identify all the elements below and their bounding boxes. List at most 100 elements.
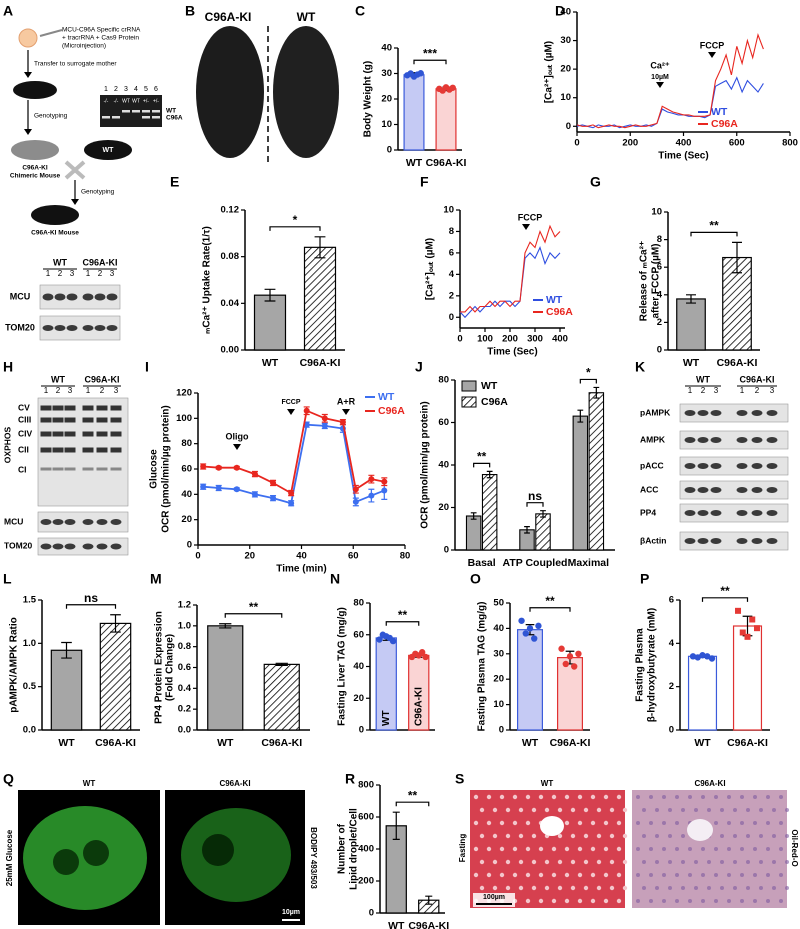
x-tick-label: C96A-KI: [408, 920, 449, 929]
x-tick-label: 600: [729, 138, 745, 149]
data-point: [575, 650, 582, 657]
tissue-texture: [570, 859, 576, 865]
x-tick-label: ATP Coupled: [503, 557, 568, 569]
tissue-texture: [649, 873, 653, 877]
vessel: [540, 816, 564, 836]
genotype-label: +/-: [143, 98, 149, 104]
annotation-arrow: [233, 444, 241, 450]
annotation: FCCP: [700, 40, 725, 50]
panel-letter: F: [420, 174, 429, 190]
significance-label: **: [709, 219, 719, 233]
tissue-texture: [779, 899, 783, 903]
blot-band: [110, 417, 122, 423]
blot-band: [82, 293, 94, 301]
tissue-texture: [531, 833, 537, 839]
annotation-arrow: [287, 409, 295, 415]
blot-band: [82, 325, 94, 331]
tissue-texture: [609, 833, 615, 839]
scale-label: 100µm: [483, 894, 505, 901]
y-tick-label: 0.0: [178, 725, 191, 736]
tissue-texture: [512, 794, 518, 800]
blot-group-label: C96A-KI: [739, 374, 774, 384]
tissue-texture: [779, 821, 783, 825]
tissue-texture: [583, 885, 589, 891]
y-tick-label: 600: [358, 812, 374, 823]
step-text: Genotyping: [81, 189, 115, 196]
tissue-texture: [701, 873, 705, 877]
y-tick-label: 20: [438, 502, 449, 513]
y-axis-label: PP4 Protein Expression: [154, 611, 165, 724]
y-tick-label: 4: [449, 269, 455, 280]
blot-band: [710, 463, 722, 469]
tissue-texture: [753, 899, 757, 903]
tissue-texture: [512, 820, 518, 826]
tissue-texture: [694, 886, 698, 890]
lane-number: 2: [701, 386, 706, 395]
tissue-texture: [675, 821, 679, 825]
y-tick-label: 0.0: [23, 725, 36, 736]
y-tick-label: 0: [187, 540, 192, 551]
blot-band: [697, 487, 709, 493]
tissue-texture: [596, 833, 602, 839]
bar: [676, 298, 706, 351]
data-point: [753, 625, 760, 632]
gel: [100, 95, 162, 127]
lane-number: 2: [58, 269, 63, 278]
annotation-arrow: [656, 82, 664, 88]
column-label: WT: [83, 779, 96, 788]
bar: [572, 415, 589, 551]
significance-label: **: [720, 584, 730, 598]
tissue-texture: [551, 872, 557, 878]
blot-band: [684, 437, 696, 443]
y-tick-label: 4: [669, 638, 675, 649]
mouse-chimeric: [11, 140, 59, 160]
tissue-texture: [694, 860, 698, 864]
tissue-texture: [766, 795, 770, 799]
annotation-arrow: [24, 129, 32, 135]
data-point: [233, 486, 240, 493]
tissue-texture: [622, 885, 628, 891]
blot-strip: [679, 430, 789, 450]
blot-band: [42, 293, 54, 301]
y-tick-label: 2: [657, 317, 662, 328]
y-tick-label: 1.0: [23, 638, 36, 649]
tissue-texture: [570, 885, 576, 891]
blot-band: [751, 487, 763, 493]
data-point: [381, 487, 388, 494]
y-tick-label: 20: [353, 693, 364, 704]
tissue-texture: [720, 834, 724, 838]
tissue-texture: [740, 821, 744, 825]
tissue-texture: [564, 794, 570, 800]
tissue-texture: [759, 886, 763, 890]
x-tick-label: C96A-KI: [261, 737, 302, 749]
tissue-texture: [727, 821, 731, 825]
x-tick-label: 400: [552, 334, 568, 345]
tissue-texture: [590, 872, 596, 878]
blot-band: [684, 410, 696, 416]
tissue-texture: [479, 807, 485, 813]
x-tick-label: C96A-KI: [550, 737, 591, 749]
x-tick-label: WT: [694, 737, 711, 749]
mouse-black: [84, 140, 132, 160]
tissue-texture: [772, 834, 776, 838]
row-label: 25mM Glucose: [5, 829, 14, 886]
data-point: [749, 616, 756, 623]
zygote: [18, 28, 38, 48]
tissue-texture: [518, 885, 524, 891]
x-tick-label: C96A-KI: [717, 357, 758, 369]
tissue-texture: [636, 821, 640, 825]
blot-band: [751, 437, 763, 443]
blot-band: [52, 519, 64, 525]
lane-number: 1: [46, 269, 51, 278]
tissue-texture: [766, 899, 770, 903]
significance-label: ns: [528, 489, 542, 503]
significance-bracket: [529, 607, 571, 612]
y-tick-label: 8: [449, 226, 454, 237]
mouse-black: [13, 81, 57, 99]
tissue-texture: [642, 834, 646, 838]
y-tick-label: 10: [560, 92, 571, 103]
histology: [632, 790, 787, 908]
column-label: WT: [541, 779, 554, 788]
tissue-texture: [544, 807, 550, 813]
panel-letter: N: [330, 571, 340, 587]
